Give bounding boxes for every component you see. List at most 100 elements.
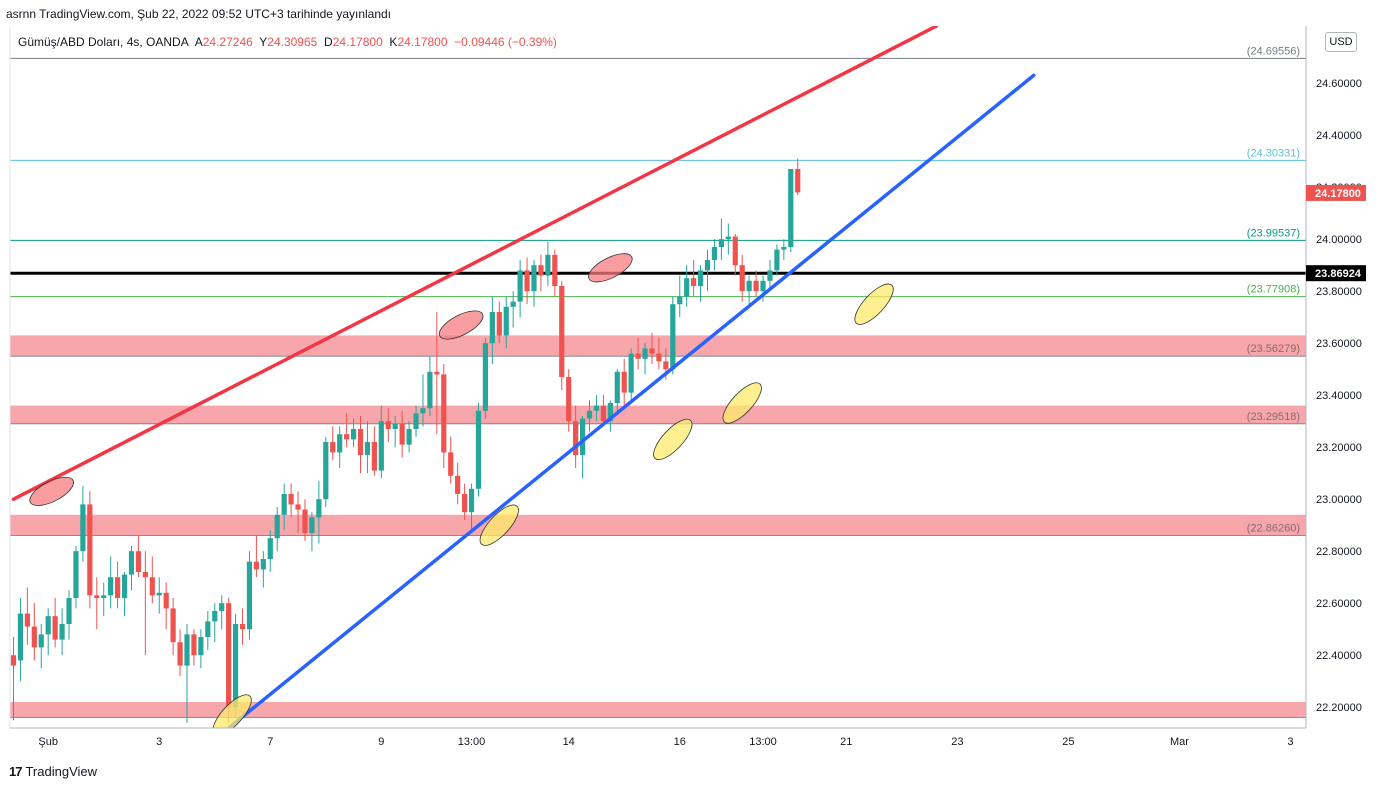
red-highlight-1 <box>438 310 484 340</box>
candle-body <box>559 286 565 377</box>
candle-body <box>552 254 558 286</box>
y-tick-label: 23.20000 <box>1316 442 1362 454</box>
change-value: −0.09446 (−0.39%) <box>454 35 557 49</box>
candle-body <box>232 624 239 708</box>
candle-body <box>156 592 162 596</box>
candle-body <box>385 421 391 429</box>
candle-body <box>573 421 579 455</box>
yellow-highlight-5 <box>653 418 693 461</box>
candle-body <box>496 312 502 336</box>
close-value: 24.17800 <box>397 35 448 49</box>
candle-body <box>517 270 523 302</box>
candle-body <box>475 410 482 489</box>
x-tick-label: 9 <box>378 736 384 748</box>
candle-body <box>246 561 253 630</box>
candle-body <box>24 613 30 627</box>
candle-body <box>94 595 100 598</box>
sr-zone-0 <box>10 335 1306 357</box>
red-highlight-2 <box>588 253 633 283</box>
candle-body <box>704 260 711 271</box>
zone-label-1: (23.29518) <box>1247 411 1300 423</box>
candle-body <box>198 637 204 656</box>
candle-body <box>101 595 107 598</box>
candle-body <box>718 239 724 247</box>
symbol-name: Gümüş/ABD Doları, 4s, OANDA <box>18 35 189 49</box>
candle-body <box>392 423 398 429</box>
resistance-trendline <box>11 26 939 501</box>
candle-body <box>691 278 697 286</box>
x-tick-label: 13:00 <box>749 736 777 748</box>
candle-body <box>364 442 371 455</box>
candle-body <box>614 371 620 403</box>
x-tick-label: 13:00 <box>458 736 486 748</box>
low-label: D <box>324 35 333 49</box>
candle-body <box>184 634 190 666</box>
candle-body <box>635 353 641 359</box>
y-tick-label: 23.00000 <box>1316 494 1362 506</box>
candle-body <box>406 429 412 445</box>
yellow-highlight-3 <box>212 694 252 728</box>
x-tick-label: Mar <box>1170 736 1189 748</box>
zone-label-0: (23.56279) <box>1247 343 1300 355</box>
candle-body <box>767 270 773 281</box>
candle-body <box>115 577 121 598</box>
sr-zone-2 <box>10 514 1306 536</box>
candle-body <box>788 169 794 247</box>
candle-body <box>309 517 315 533</box>
candle-body <box>142 572 148 578</box>
candle-body <box>628 353 634 393</box>
candle-body <box>357 429 364 455</box>
sr-zone-1 <box>10 405 1306 424</box>
candle-body <box>795 169 801 193</box>
candle-body <box>288 494 294 505</box>
candle-body <box>149 577 155 596</box>
candle-body <box>128 551 135 575</box>
open-label: A <box>194 35 203 49</box>
yellow-highlight-7 <box>854 283 894 325</box>
candle-body <box>656 353 662 362</box>
candle-body <box>260 559 266 570</box>
candle-body <box>586 410 593 419</box>
candle-body <box>427 371 433 409</box>
y-tick-label: 22.20000 <box>1316 702 1362 714</box>
candle-body <box>191 634 197 656</box>
candle-body <box>38 634 44 648</box>
sr-zone-3 <box>10 702 1306 718</box>
candle-body <box>663 361 669 370</box>
candle-body <box>239 624 246 630</box>
y-tick-label: 22.60000 <box>1316 598 1362 610</box>
candle-body <box>316 499 322 518</box>
x-tick-label: Şub <box>38 736 58 748</box>
x-tick-label: 23 <box>951 736 963 748</box>
candle-body <box>108 577 114 596</box>
candle-body <box>399 423 405 445</box>
candle-body <box>607 403 613 422</box>
candle-body <box>330 442 336 453</box>
hline-badge-label: 23.86924 <box>1315 268 1362 280</box>
candle-body <box>697 270 704 286</box>
y-tick-label: 24.60000 <box>1316 78 1362 90</box>
candle-body <box>212 611 218 622</box>
candle-body <box>579 418 586 455</box>
candle-body <box>253 561 259 570</box>
open-value: 24.27246 <box>202 35 253 49</box>
candle-body <box>281 494 287 515</box>
hline-label-0: (24.69556) <box>1247 45 1300 57</box>
last-price-label: 24.17800 <box>1315 188 1361 200</box>
candle-body <box>31 626 37 648</box>
candle-body <box>434 371 440 375</box>
published-caption: asrnn TradingView.com, Şub 22, 2022 09:5… <box>6 7 392 21</box>
candle-body <box>17 613 24 661</box>
currency-button[interactable]: USD <box>1325 32 1357 52</box>
candle-body <box>344 434 350 440</box>
candle-body <box>545 254 551 276</box>
x-tick-label: 7 <box>267 736 273 748</box>
candle-body <box>524 270 530 292</box>
candle-body <box>73 551 79 598</box>
x-tick-label: 14 <box>563 736 575 748</box>
candle-body <box>746 280 752 292</box>
candle-body <box>371 442 377 471</box>
brand-name: TradingView <box>25 764 98 779</box>
footer-brand: 17 TradingView <box>9 764 97 779</box>
